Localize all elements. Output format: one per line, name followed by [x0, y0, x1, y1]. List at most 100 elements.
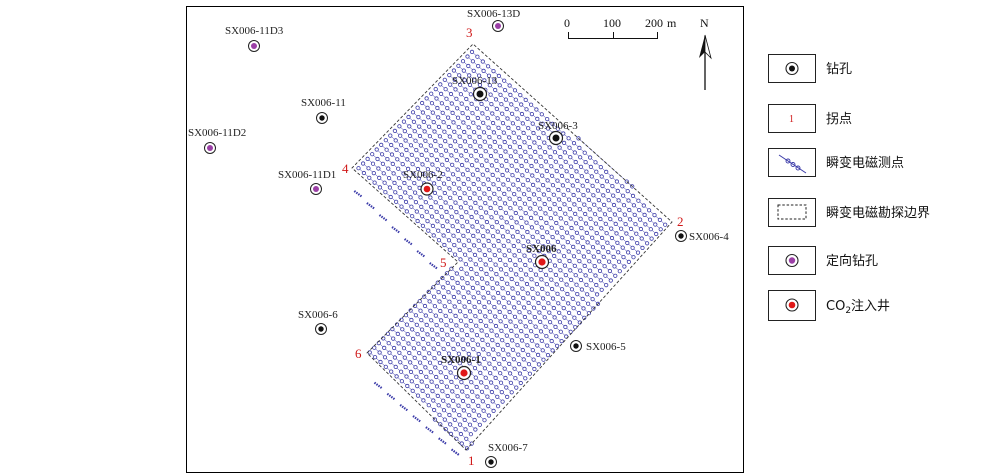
tem-point [621, 203, 627, 208]
tem-point [560, 183, 566, 188]
tem-point [573, 159, 578, 165]
tem-point [549, 286, 555, 292]
tem-point [519, 225, 525, 230]
tem-point [616, 259, 622, 264]
tem-point [454, 323, 459, 328]
tem-point [452, 356, 457, 361]
inflection-point-5: 5 [440, 255, 447, 270]
tem-point [433, 138, 438, 144]
tem-point [432, 190, 437, 195]
tem-point [429, 101, 435, 106]
tem-point [406, 176, 411, 181]
tem-point [543, 211, 548, 216]
tem-point [436, 238, 442, 243]
tem-point [430, 162, 435, 167]
tem-point [599, 174, 604, 179]
well-label-sx006-7: SX006-7 [488, 442, 528, 454]
tem-point [434, 322, 439, 328]
tem-point [419, 152, 424, 157]
tem-point [611, 193, 616, 198]
tem-point [409, 317, 414, 323]
tem-point [495, 177, 501, 182]
tem-point [462, 139, 468, 144]
tem-point [426, 176, 431, 181]
tem-point [464, 158, 469, 163]
tem-point [535, 230, 540, 235]
tem-point [523, 324, 528, 329]
tem-point [514, 272, 519, 277]
directional-well-icon [248, 40, 260, 52]
tem-point [453, 313, 458, 318]
scale-tick-200: 200 [645, 16, 663, 30]
tem-point [562, 150, 568, 155]
tem-point [518, 319, 523, 324]
tem-point [459, 328, 464, 333]
tem-point [481, 68, 486, 74]
tem-point [477, 361, 482, 366]
tem-point [461, 181, 466, 186]
tem-point [456, 290, 461, 295]
tem-point [432, 129, 437, 134]
tem-point [526, 187, 531, 192]
tem-point [527, 258, 533, 263]
tem-point [404, 322, 409, 327]
tem-point [393, 138, 398, 143]
tem-point [482, 366, 487, 371]
tem-point [581, 254, 587, 259]
tem-point [528, 102, 534, 107]
tem-point [564, 169, 569, 174]
tem-point [431, 407, 437, 413]
tem-point [635, 250, 641, 255]
tem-point [580, 296, 585, 301]
tem-point [575, 240, 580, 245]
tem-point [557, 310, 562, 315]
tem-point [638, 226, 644, 232]
tem-point [447, 186, 452, 191]
tem-point [499, 389, 504, 395]
tem-point [534, 220, 539, 225]
tem-point [522, 314, 528, 320]
tem-point [485, 281, 490, 286]
tem-point [394, 374, 399, 379]
tem-point [526, 300, 531, 305]
tem-point [462, 191, 467, 196]
tem-point [392, 128, 397, 133]
tem-point [477, 134, 482, 139]
co2-well-icon [456, 365, 472, 381]
tem-point [434, 96, 439, 101]
tem-point [498, 380, 504, 385]
tem-point [448, 370, 453, 375]
tem-point [493, 97, 499, 102]
tem-point [564, 230, 570, 235]
tem-point [381, 171, 386, 176]
tem-point [443, 200, 448, 205]
tem-point [470, 224, 475, 229]
tem-point [509, 102, 514, 107]
tem-point [532, 366, 537, 372]
tem-point [443, 426, 448, 432]
legend-co2-well-icon [785, 298, 799, 312]
tem-point [366, 166, 371, 171]
tem-point [485, 394, 490, 399]
tem-point [449, 101, 454, 106]
tem-point [387, 350, 392, 355]
tem-point [431, 233, 436, 238]
tem-point [463, 87, 468, 92]
tem-point [410, 336, 416, 341]
tem-point [583, 160, 588, 165]
tem-point [489, 102, 494, 107]
tem-point [460, 337, 465, 342]
tem-point [652, 213, 657, 218]
tem-point [445, 219, 450, 224]
tem-point [641, 203, 646, 208]
tem-point [538, 154, 543, 159]
tem-point [426, 403, 431, 408]
tem-point [478, 257, 483, 262]
tem-point [499, 276, 504, 281]
tem-point [613, 221, 618, 226]
tem-point [559, 277, 564, 282]
tem-point [500, 286, 505, 291]
tem-point [398, 143, 404, 148]
survey-line [399, 126, 599, 305]
tem-point [492, 78, 497, 83]
